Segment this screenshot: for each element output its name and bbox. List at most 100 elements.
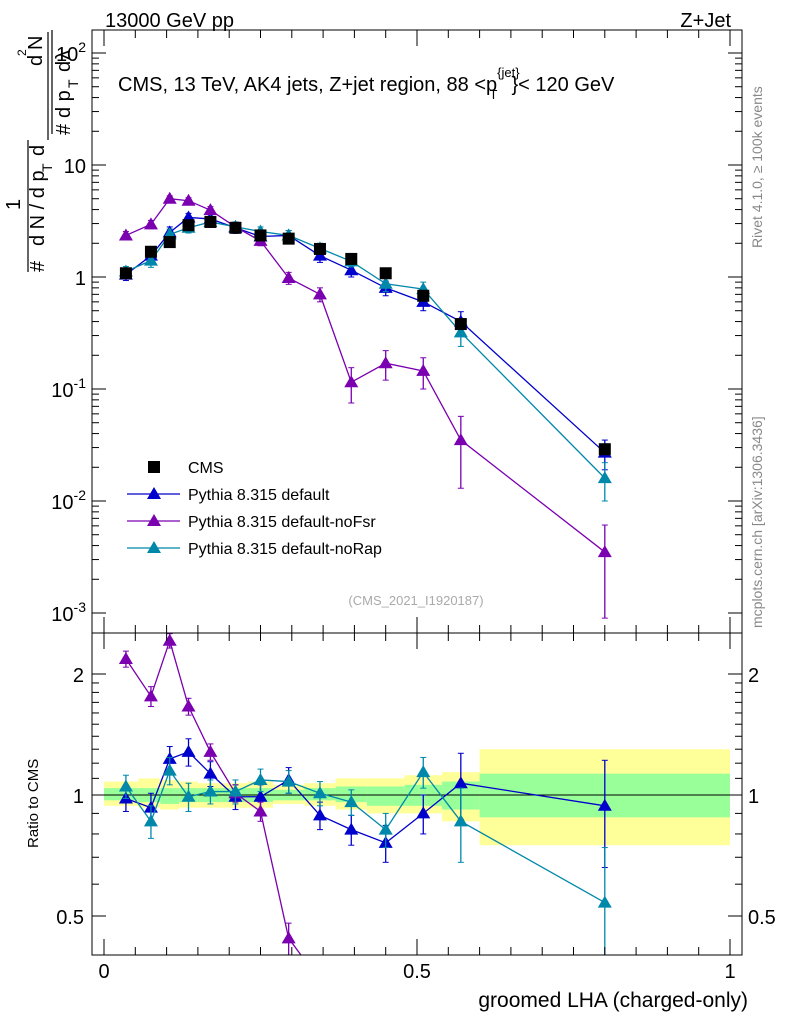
ratio-norap-point <box>281 774 296 787</box>
svg-text:d N / d p: d N / d p <box>27 170 49 246</box>
main-cms-point <box>204 215 217 228</box>
legend-label: Pythia 8.315 default-noRap <box>188 541 382 558</box>
main-title-sub: T <box>490 87 498 102</box>
ratio-ylabel: Ratio to CMS <box>25 759 42 848</box>
ratio-norap-point <box>344 795 359 808</box>
main-cms-point <box>417 289 430 302</box>
ratio-nofsr-point <box>281 931 296 944</box>
main-title-end: }< 120 GeV <box>512 74 616 96</box>
main-default-series <box>118 210 612 471</box>
ratio-y-tick-label-right: 2 <box>748 665 759 687</box>
ratio-default-point <box>312 808 327 821</box>
y-tick-label: 10-3 <box>51 599 86 626</box>
ratio-default-point <box>344 822 359 835</box>
main-nofsr-point <box>162 191 177 204</box>
analysis-watermark: (CMS_2021_I1920187) <box>348 593 483 608</box>
ratio-norap-point <box>597 895 612 908</box>
main-title-sup: {jet} <box>497 65 520 80</box>
ratio-default-point <box>416 806 431 819</box>
main-nofsr-point <box>453 433 468 446</box>
svg-text:T: T <box>65 79 81 88</box>
svg-text:#: # <box>27 260 49 272</box>
rivet-label: Rivet 4.1.0, ≥ 100k events <box>749 86 765 248</box>
main-nofsr-point <box>143 217 158 230</box>
main-nofsr-point <box>181 193 196 206</box>
ratio-norap-series <box>118 756 612 955</box>
legend-label: Pythia 8.315 default-noFsr <box>188 514 376 531</box>
svg-text:d: d <box>53 61 75 72</box>
main-default-point <box>344 263 359 276</box>
main-ylabel: # d N / d p T d 1 d 2 N # d p T d λ <box>3 30 81 272</box>
svg-text:d p: d p <box>53 90 75 118</box>
ratio-y-tick-label-left: 2 <box>73 665 84 687</box>
legend-label: Pythia 8.315 default <box>188 487 330 504</box>
svg-text:2: 2 <box>15 49 29 56</box>
band-inner <box>160 788 180 804</box>
mcplots-label: mcplots.cern.ch [arXiv:1306.3436] <box>749 416 765 628</box>
svg-text:d: d <box>27 145 49 156</box>
ratio-y-tick-label-left: 0.5 <box>56 907 84 929</box>
main-nofsr-point <box>344 375 359 388</box>
main-cms-point <box>254 229 267 242</box>
ratio-y-tick-label-right: 1 <box>748 786 759 808</box>
main-nofsr-point <box>312 287 327 300</box>
y-tick-label: 1 <box>75 268 86 290</box>
main-cms-point <box>182 219 195 232</box>
y-tick-label: 10-1 <box>51 375 86 402</box>
svg-text:#: # <box>53 123 75 135</box>
ratio-norap-point <box>143 814 158 827</box>
ratio-norap-point <box>378 822 393 835</box>
main-norap-series <box>118 214 612 502</box>
main-cms-point <box>454 318 467 331</box>
main-norap-point <box>597 471 612 484</box>
svg-text:d: d <box>25 55 47 66</box>
ratio-default-point <box>597 798 612 811</box>
main-norap-line <box>125 221 606 479</box>
main-default-line <box>125 216 606 454</box>
ratio-nofsr-point <box>162 633 177 646</box>
main-nofsr-point <box>416 363 431 376</box>
main-cms-point <box>119 267 132 280</box>
ratio-default-point <box>253 789 268 802</box>
main-cms-point <box>282 232 295 245</box>
svg-text:T: T <box>39 163 55 172</box>
ratio-nofsr-point <box>143 689 158 702</box>
ratio-norap-point <box>181 789 196 802</box>
x-tick-label: 0 <box>98 961 109 983</box>
x-axis-label: groomed LHA (charged-only) <box>478 989 748 1012</box>
main-cms-point <box>163 236 176 249</box>
svg-text:N: N <box>25 36 47 50</box>
x-tick-label: 0.5 <box>403 961 431 983</box>
main-title-text: CMS, 13 TeV, AK4 jets, Z+jet region, 88 … <box>118 74 497 96</box>
ratio-norap-point <box>118 779 133 792</box>
main-nofsr-point <box>281 270 296 283</box>
y-tick-label: 10-2 <box>51 487 86 514</box>
svg-text:λ: λ <box>53 50 75 60</box>
ratio-norap-point <box>162 763 177 776</box>
main-norap-point <box>378 276 393 289</box>
main-norap-point <box>453 325 468 338</box>
ratio-nofsr-point <box>118 651 133 664</box>
main-cms-point <box>345 252 358 265</box>
main-norap-point <box>143 253 158 266</box>
main-nofsr-point <box>378 356 393 369</box>
ratio-y-tick-label-right: 0.5 <box>748 907 776 929</box>
ratio-nofsr-point <box>253 804 268 817</box>
main-nofsr-point <box>597 545 612 558</box>
main-series-layer <box>118 191 612 619</box>
main-cms-series <box>119 215 611 456</box>
main-cms-point <box>144 245 157 258</box>
y-tick-label: 10 <box>64 156 86 178</box>
legend-marker-triangle <box>147 487 161 499</box>
main-nofsr-point <box>118 228 133 241</box>
axes: 10-3 10-2 10-1 1 10 102 0.5 0.5 1 1 2 2 0 0.5 1 <box>51 30 776 983</box>
main-nofsr-point <box>203 203 218 216</box>
ratio-norap-point <box>416 765 431 778</box>
header-left: 13000 GeV pp <box>105 10 234 32</box>
main-cms-point <box>229 221 242 234</box>
ratio-norap-point <box>312 786 327 799</box>
ratio-default-point <box>181 744 196 757</box>
legend-marker-square <box>148 461 160 473</box>
main-cms-point <box>313 242 326 255</box>
